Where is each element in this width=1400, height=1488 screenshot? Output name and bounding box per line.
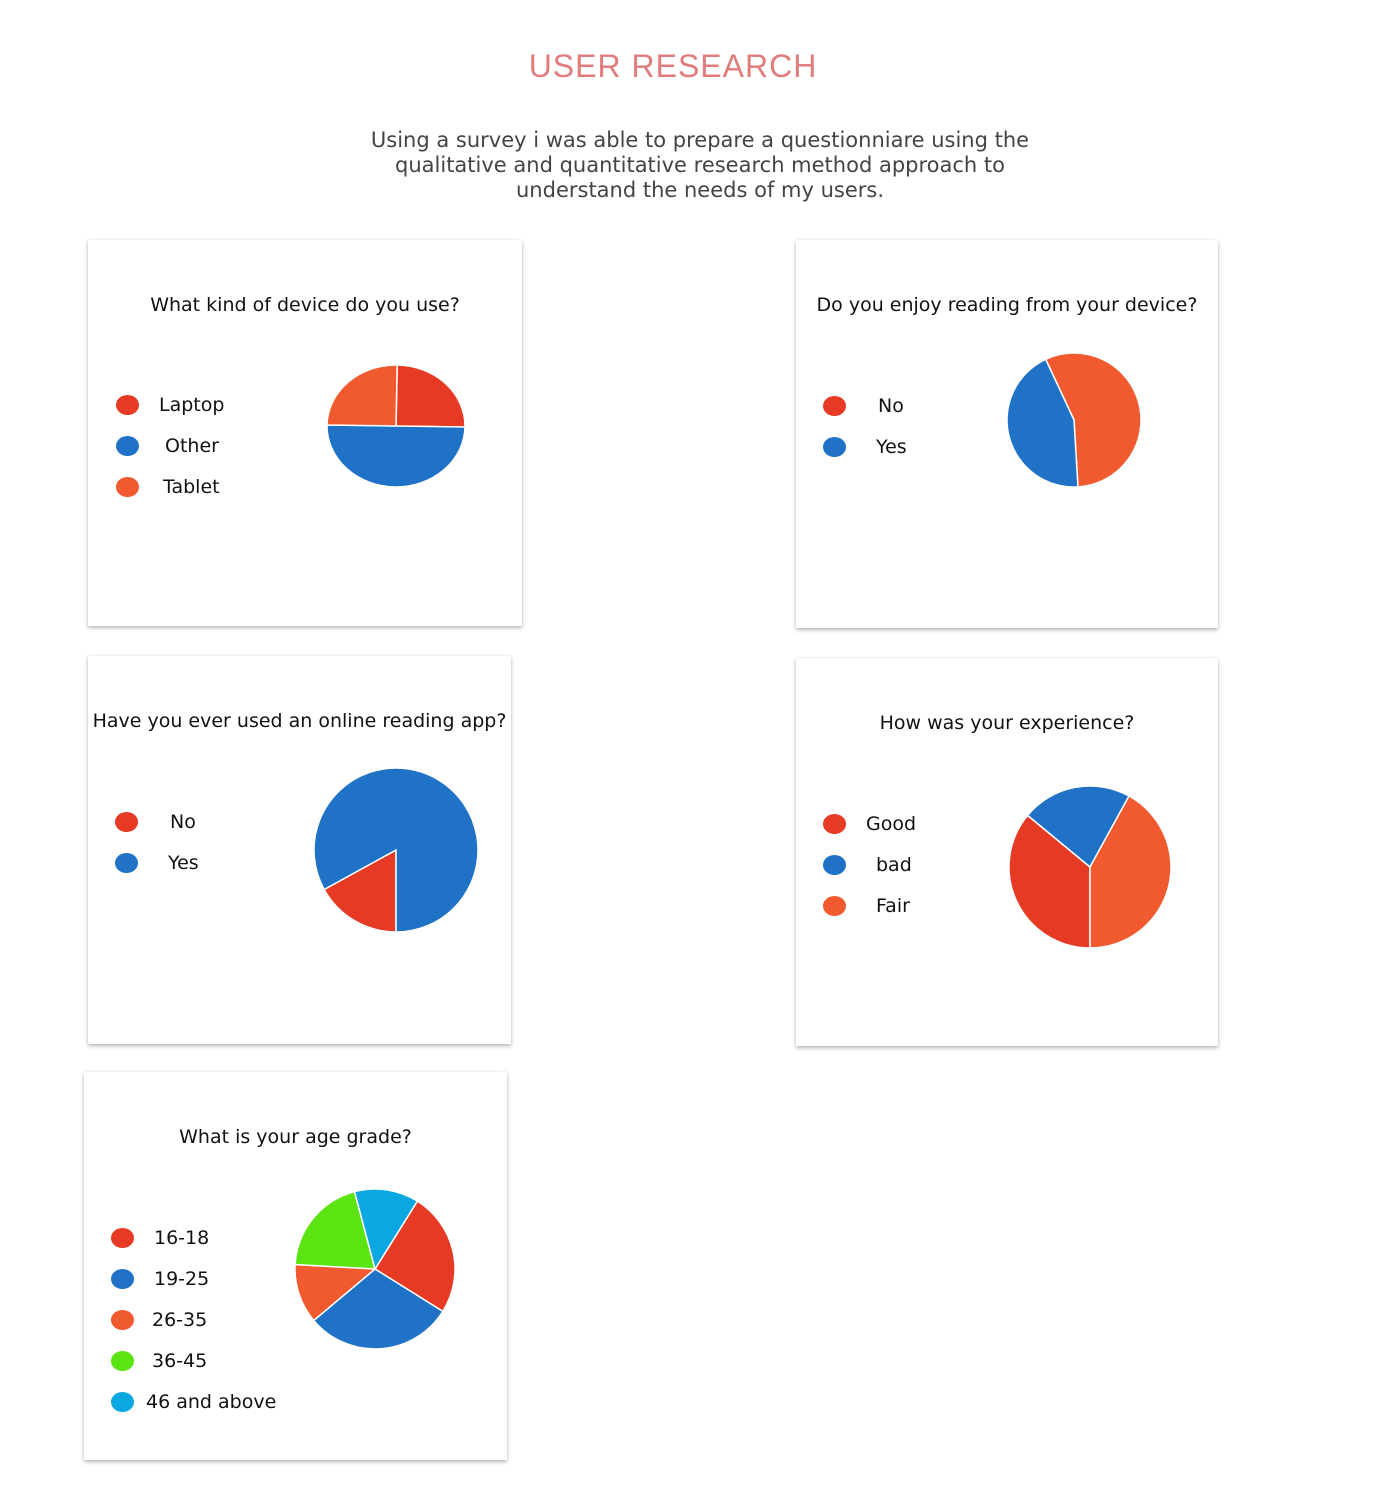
intro-text: Using a survey i was able to prepare a q…: [370, 128, 1030, 202]
legend-swatch: [823, 854, 846, 875]
chart-legend: No Yes: [823, 385, 907, 467]
pie-slice-16-18: [373, 1200, 456, 1313]
legend-item: 26-35: [111, 1299, 276, 1340]
legend-item: Good: [823, 803, 916, 844]
legend-swatch: [116, 394, 139, 415]
chart-legend: No Yes: [115, 801, 199, 883]
legend-label: Yes: [168, 851, 199, 874]
legend-label: 19-25: [154, 1267, 210, 1290]
page-title: USER RESEARCH: [528, 48, 818, 84]
legend-label: 16-18: [154, 1226, 210, 1249]
legend-label: No: [878, 394, 904, 417]
pie-slice-no: [1044, 352, 1142, 488]
legend-label: 36-45: [152, 1349, 208, 1372]
legend-swatch: [823, 436, 846, 457]
pie-slice-yes: [313, 767, 479, 933]
chart-card-device: What kind of device do you use? Laptop O…: [88, 240, 522, 626]
legend-label: Tablet: [163, 475, 220, 498]
pie-slice-fair: [1089, 795, 1172, 949]
legend-item: No: [115, 801, 199, 842]
legend-item: bad: [823, 844, 916, 885]
chart-card-experience: How was your experience? Good bad Fair: [796, 658, 1218, 1046]
pie-slice-36-45: [294, 1190, 376, 1270]
legend-swatch: [823, 813, 846, 834]
legend-swatch: [111, 1391, 134, 1412]
legend-swatch: [111, 1350, 134, 1371]
pie-slice-19-25: [312, 1268, 444, 1350]
legend-item: Other: [116, 425, 224, 466]
legend-item: Laptop: [116, 384, 224, 425]
legend-item: Tablet: [116, 466, 224, 507]
legend-label: Fair: [876, 894, 910, 917]
legend-item: Yes: [115, 842, 199, 883]
legend-item: 46 and above: [111, 1381, 276, 1422]
chart-card-online-reading: Have you ever used an online reading app…: [88, 656, 511, 1044]
legend-label: bad: [876, 853, 912, 876]
chart-title: Have you ever used an online reading app…: [92, 710, 507, 732]
chart-legend: Good bad Fair: [823, 803, 916, 926]
chart-title: How was your experience?: [879, 712, 1135, 734]
legend-swatch: [116, 476, 139, 497]
legend-label: Yes: [876, 435, 907, 458]
legend-swatch: [823, 895, 846, 916]
legend-item: No: [823, 385, 907, 426]
legend-label: 26-35: [152, 1308, 208, 1331]
legend-item: Yes: [823, 426, 907, 467]
pie-slice-good: [1008, 814, 1091, 949]
legend-swatch: [823, 395, 846, 416]
chart-card-age-grade: What is your age grade? 16-18 19-25 26-3…: [84, 1072, 507, 1460]
legend-swatch: [111, 1227, 134, 1248]
legend-swatch: [111, 1309, 134, 1330]
chart-legend: Laptop Other Tablet: [116, 384, 224, 507]
legend-label: Other: [165, 434, 219, 457]
legend-swatch: [111, 1268, 134, 1289]
legend-label: No: [170, 810, 196, 833]
legend-item: 16-18: [111, 1217, 276, 1258]
pie-slice-bad: [1026, 785, 1131, 869]
legend-item: 36-45: [111, 1340, 276, 1381]
legend-swatch: [115, 811, 138, 832]
legend-item: Fair: [823, 885, 916, 926]
pie-slice-no: [323, 848, 397, 933]
pie-chart: [313, 767, 479, 933]
chart-title: Do you enjoy reading from your device?: [816, 294, 1198, 316]
legend-label: 46 and above: [146, 1390, 277, 1413]
chart-card-enjoy-reading: Do you enjoy reading from your device? N…: [796, 240, 1218, 628]
pie-slice-tablet: [326, 364, 398, 427]
legend-label: Laptop: [159, 393, 225, 416]
legend-label: Good: [866, 812, 917, 835]
pie-slice-46-and-above: [353, 1188, 419, 1271]
pie-slice-laptop: [395, 364, 466, 428]
pie-chart: [1006, 352, 1142, 488]
pie-chart: [1008, 785, 1172, 949]
pie-chart: [326, 364, 466, 488]
chart-title: What is your age grade?: [179, 1126, 412, 1148]
chart-legend: 16-18 19-25 26-35 36-45 46 and above: [111, 1217, 276, 1422]
chart-title: What kind of device do you use?: [150, 294, 460, 316]
legend-swatch: [116, 435, 139, 456]
legend-item: 19-25: [111, 1258, 276, 1299]
pie-chart: [294, 1188, 456, 1350]
pie-slice-other: [326, 424, 466, 488]
legend-swatch: [115, 852, 138, 873]
pie-slice-26-35: [294, 1263, 377, 1322]
pie-slice-yes: [1006, 358, 1079, 488]
